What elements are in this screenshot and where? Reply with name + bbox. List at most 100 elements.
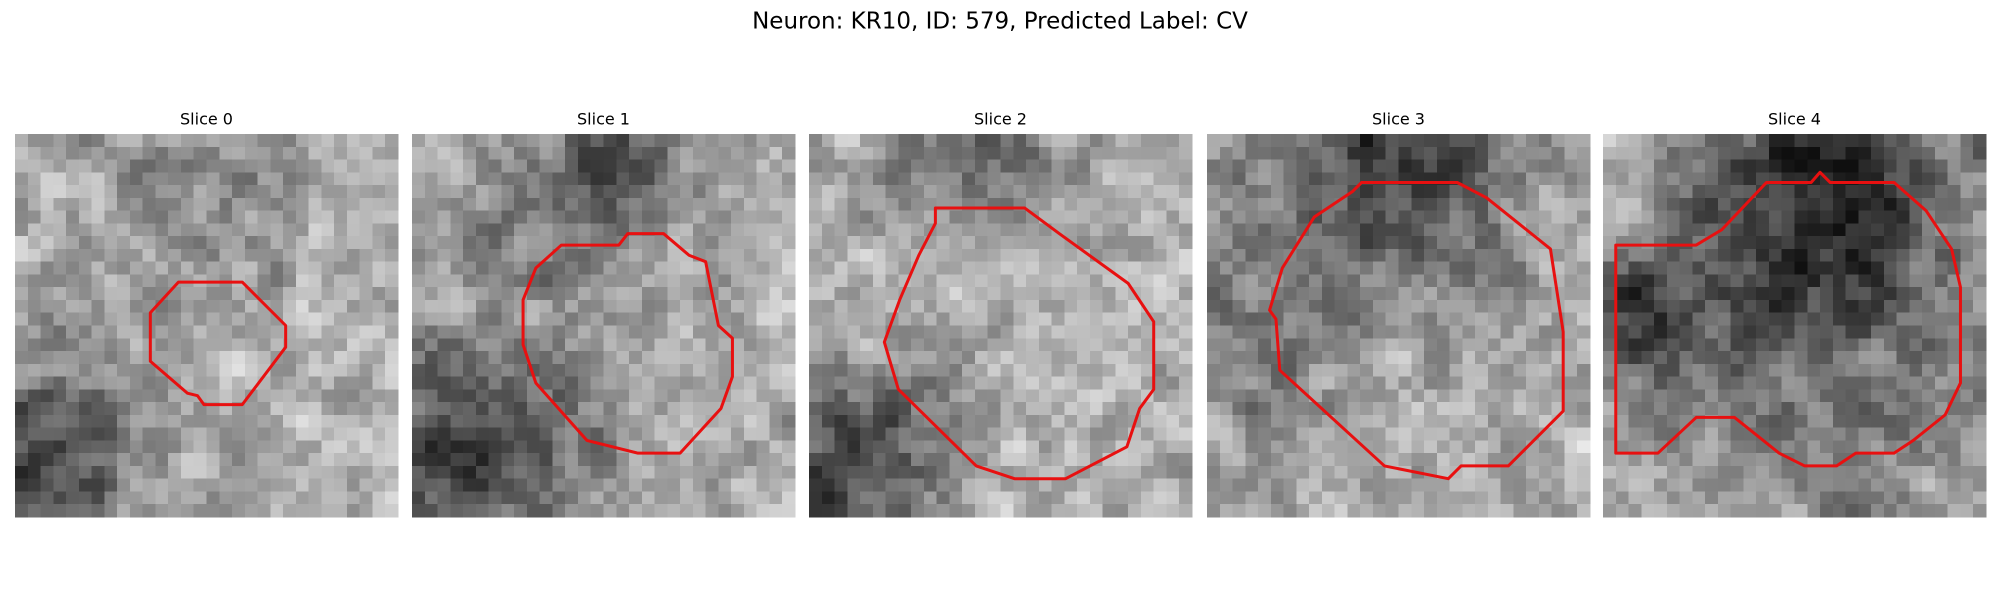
pixel xyxy=(321,453,335,467)
pixel xyxy=(219,248,233,263)
pixel xyxy=(1064,338,1078,352)
pixel xyxy=(1360,389,1374,403)
pixel xyxy=(1526,248,1540,263)
pixel xyxy=(987,159,1001,173)
pixel xyxy=(1424,223,1438,237)
pixel xyxy=(1077,453,1091,467)
pixel xyxy=(1500,491,1514,505)
pixel xyxy=(680,299,694,314)
pixel xyxy=(782,159,796,173)
pixel xyxy=(872,478,887,492)
pixel xyxy=(334,197,348,212)
pixel xyxy=(1309,325,1323,339)
pixel xyxy=(1768,440,1783,454)
pixel xyxy=(526,414,541,429)
pixel xyxy=(692,402,707,416)
pixel xyxy=(1232,312,1246,326)
pixel xyxy=(219,185,233,199)
pixel xyxy=(1934,261,1949,275)
pixel xyxy=(1051,389,1065,403)
pixel xyxy=(654,185,668,199)
pixel xyxy=(629,363,643,378)
pixel xyxy=(1321,134,1336,148)
pixel xyxy=(334,363,348,378)
pixel xyxy=(193,414,207,429)
pixel xyxy=(424,248,439,263)
pixel xyxy=(295,172,310,186)
pixel xyxy=(1013,261,1027,275)
pixel xyxy=(463,299,477,314)
pixel xyxy=(718,185,732,199)
pixel xyxy=(1781,338,1795,352)
pixel xyxy=(782,351,796,365)
pixel xyxy=(847,504,861,518)
pixel xyxy=(283,210,297,224)
pixel xyxy=(334,504,348,518)
pixel xyxy=(1296,274,1310,288)
pixel xyxy=(283,274,297,288)
pixel xyxy=(667,402,681,416)
pixel xyxy=(1051,134,1065,148)
pixel xyxy=(898,414,912,429)
pixel xyxy=(1089,197,1104,212)
pixel xyxy=(834,504,848,518)
pixel xyxy=(1334,465,1348,480)
pixel xyxy=(359,261,373,275)
pixel xyxy=(1666,389,1681,403)
pixel xyxy=(1219,274,1234,288)
pixel xyxy=(359,427,373,441)
pixel xyxy=(1768,312,1783,326)
pixel xyxy=(412,325,426,339)
pixel xyxy=(667,299,681,314)
pixel xyxy=(168,210,182,224)
pixel xyxy=(821,159,836,173)
pixel xyxy=(860,261,874,275)
pixel xyxy=(1871,185,1885,199)
pixel xyxy=(283,440,297,454)
pixel xyxy=(1334,159,1348,173)
pixel xyxy=(1717,287,1732,301)
pixel xyxy=(962,402,976,416)
pixel xyxy=(117,491,131,505)
pixel xyxy=(129,453,144,467)
pixel xyxy=(1858,299,1872,314)
pixel xyxy=(514,159,528,173)
pixel xyxy=(15,248,29,263)
pixel xyxy=(488,159,502,173)
pixel xyxy=(193,172,207,186)
pixel xyxy=(437,338,451,352)
pixel xyxy=(1526,197,1540,212)
pixel xyxy=(1487,185,1502,199)
pixel xyxy=(860,504,874,518)
pixel xyxy=(1064,491,1078,505)
pixel xyxy=(616,261,630,275)
pixel xyxy=(1321,287,1336,301)
pixel xyxy=(1934,172,1949,186)
pixel xyxy=(1166,146,1180,161)
pixel xyxy=(27,376,42,390)
pixel xyxy=(27,491,42,505)
pixel xyxy=(1820,402,1834,416)
pixel xyxy=(1436,134,1451,148)
pixel xyxy=(1309,351,1323,365)
pixel xyxy=(346,389,361,403)
pixel xyxy=(552,363,566,378)
pixel xyxy=(40,223,54,237)
pixel xyxy=(129,223,144,237)
pixel xyxy=(1577,491,1591,505)
pixel xyxy=(1692,440,1706,454)
pixel xyxy=(1245,465,1259,480)
pixel xyxy=(206,325,220,339)
pixel xyxy=(1115,287,1129,301)
pixel xyxy=(1334,134,1348,148)
pixel xyxy=(1296,453,1310,467)
pixel xyxy=(1679,351,1693,365)
pixel xyxy=(308,134,322,148)
pixel xyxy=(821,185,836,199)
pixel xyxy=(1000,261,1014,275)
pixel xyxy=(539,414,553,429)
pixel xyxy=(1000,453,1014,467)
pixel xyxy=(1115,363,1129,378)
pixel xyxy=(412,223,426,237)
pixel xyxy=(308,338,322,352)
